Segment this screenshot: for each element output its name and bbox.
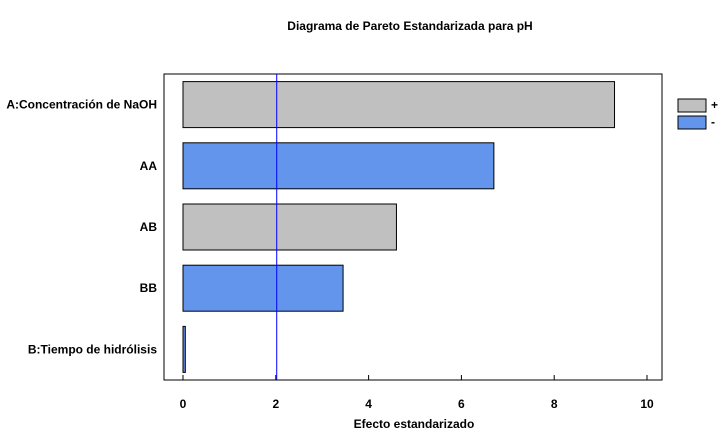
legend-label-1: - — [711, 115, 715, 129]
legend-swatch-1 — [677, 115, 707, 130]
x-tick-label-0: 0 — [180, 397, 187, 411]
bar-0 — [182, 81, 616, 129]
legend-swatch-0 — [677, 98, 707, 113]
x-axis-ticks: 0 2 4 6 8 10 — [180, 375, 654, 411]
bar-2 — [182, 203, 397, 251]
x-tick-label-2: 4 — [365, 397, 372, 411]
bars-group — [182, 81, 616, 373]
category-label-1: AA — [140, 159, 158, 173]
chart-title: Diagrama de Pareto Estandarizada para pH — [287, 19, 532, 33]
x-tick-label-3: 6 — [458, 397, 465, 411]
x-tick-label-5: 10 — [640, 397, 654, 411]
x-tick-label-4: 8 — [551, 397, 558, 411]
category-label-3: BB — [140, 281, 158, 295]
category-label-4: B:Tiempo de hidrólisis — [28, 342, 157, 356]
x-tick-label-1: 2 — [272, 397, 279, 411]
bar-1 — [182, 142, 495, 190]
bar-3 — [182, 264, 344, 312]
category-label-0: A:Concentración de NaOH — [6, 98, 157, 112]
category-labels: A:Concentración de NaOH AA AB BB B:Tiempo de… — [6, 98, 157, 357]
x-axis-label: Efecto estandarizado — [354, 417, 475, 431]
plot-frame — [163, 73, 663, 381]
bar-4 — [182, 325, 186, 373]
category-label-2: AB — [140, 220, 158, 234]
legend: +- — [677, 98, 718, 130]
legend-label-0: + — [711, 98, 718, 112]
